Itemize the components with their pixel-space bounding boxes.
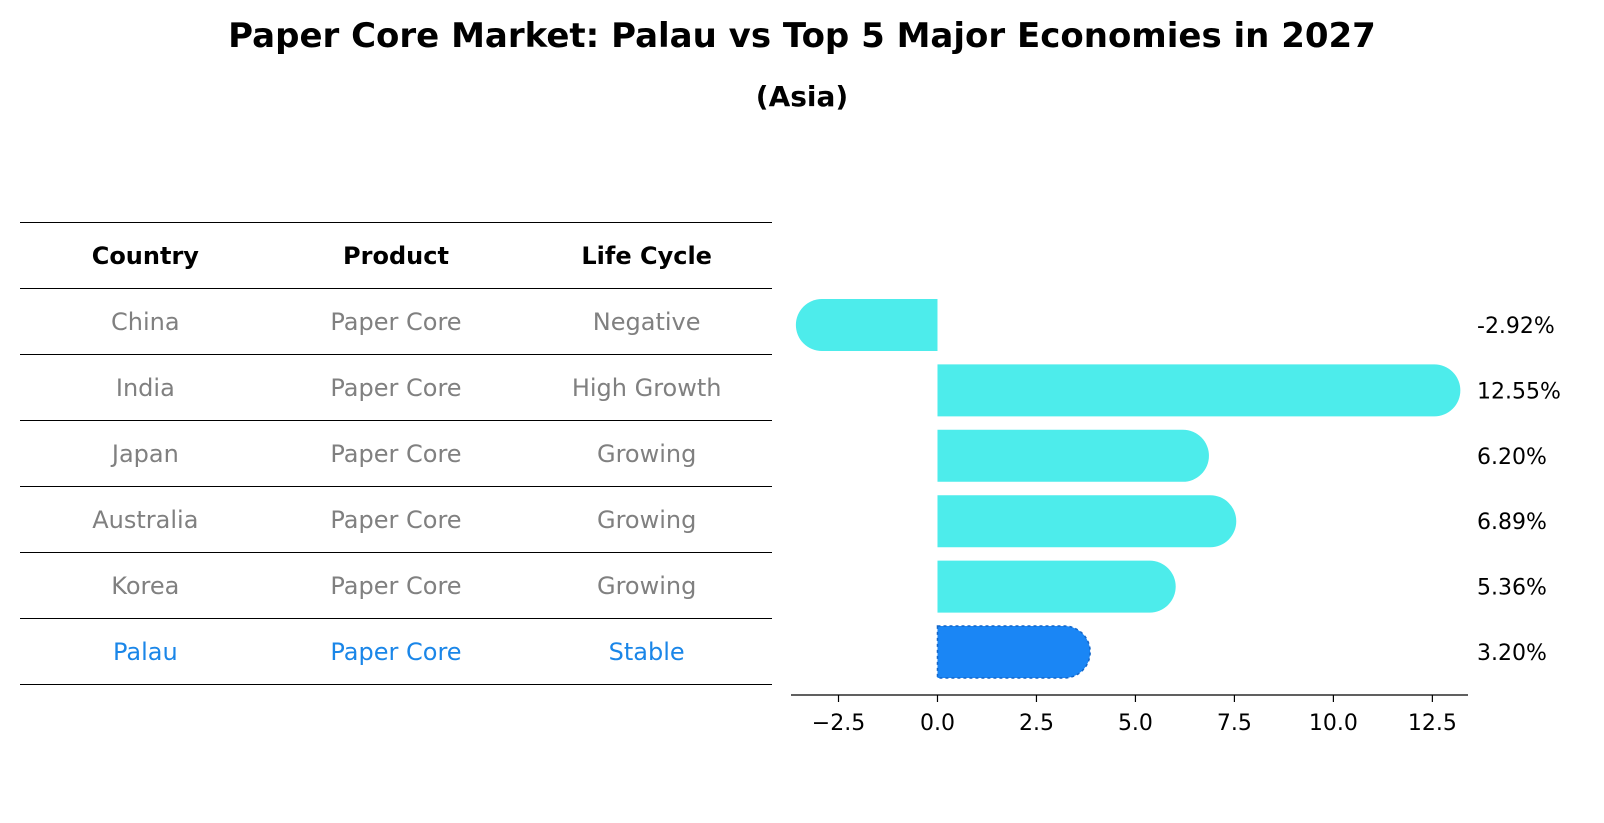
- chart-subtitle: (Asia): [755, 80, 849, 113]
- cell-country: Australia: [20, 486, 271, 553]
- cell-country: Korea: [20, 552, 271, 619]
- bar-value-label: 6.20%: [1477, 445, 1547, 470]
- header-product: Product: [270, 222, 522, 289]
- bar-japan: [937, 429, 1209, 482]
- cell-product: Paper Core: [270, 288, 522, 355]
- bar-value-label: 12.55%: [1477, 379, 1561, 404]
- x-tick-label: 10.0: [1309, 711, 1358, 736]
- table-row-highlight: Palau Paper Core Stable: [20, 618, 772, 685]
- cell-product: Paper Core: [270, 552, 522, 619]
- cell-country: India: [20, 354, 271, 421]
- header-life-cycle: Life Cycle: [521, 222, 772, 289]
- x-tick-label: 7.5: [1217, 711, 1252, 736]
- x-tick-label: 12.5: [1408, 711, 1457, 736]
- cell-life-cycle: Growing: [521, 486, 772, 553]
- bar-palau: [936, 625, 1091, 679]
- bar-korea: [937, 560, 1176, 613]
- cell-life-cycle: Growing: [521, 552, 772, 619]
- cell-life-cycle: Negative: [521, 288, 772, 355]
- x-tick-label: −2.5: [812, 711, 865, 736]
- bar-china: [795, 299, 938, 351]
- cell-country: Japan: [20, 420, 271, 487]
- cell-product: Paper Core: [270, 420, 522, 487]
- table-row: China Paper Core Negative: [20, 288, 772, 355]
- cell-product: Paper Core: [270, 618, 522, 685]
- cell-country: China: [20, 288, 271, 355]
- x-tick-label: 0.0: [920, 711, 955, 736]
- bar-australia: [937, 495, 1237, 548]
- x-tick-label: 2.5: [1019, 711, 1054, 736]
- cell-life-cycle: Growing: [521, 420, 772, 487]
- cell-product: Paper Core: [270, 354, 522, 421]
- table-header-row: Country Product Life Cycle: [20, 222, 772, 289]
- cell-life-cycle: Stable: [521, 618, 772, 685]
- table-row: Australia Paper Core Growing: [20, 486, 772, 553]
- table-row: Japan Paper Core Growing: [20, 420, 772, 487]
- bar-value-label: 6.89%: [1477, 510, 1547, 535]
- table-row: India Paper Core High Growth: [20, 354, 772, 421]
- cell-product: Paper Core: [270, 486, 522, 553]
- bar-india: [937, 364, 1461, 417]
- bar-value-label: 5.36%: [1477, 576, 1547, 601]
- chart-title: Paper Core Market: Palau vs Top 5 Major …: [228, 16, 1376, 56]
- header-country: Country: [20, 222, 271, 289]
- bar-value-label: 3.20%: [1477, 641, 1547, 666]
- bar-value-label: -2.92%: [1477, 314, 1555, 339]
- cell-life-cycle: High Growth: [521, 354, 772, 421]
- x-tick-label: 5.0: [1118, 711, 1153, 736]
- market-table: Country Product Life Cycle China Paper C…: [20, 222, 772, 685]
- table-row: Korea Paper Core Growing: [20, 552, 772, 619]
- cell-country: Palau: [20, 618, 271, 685]
